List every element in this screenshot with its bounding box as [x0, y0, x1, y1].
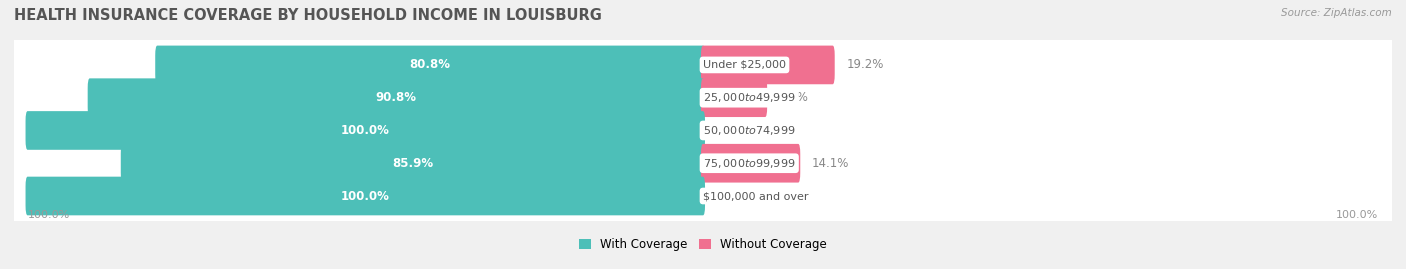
Text: 0.0%: 0.0% — [717, 124, 747, 137]
FancyBboxPatch shape — [702, 45, 835, 84]
FancyBboxPatch shape — [11, 168, 1395, 224]
Text: 90.8%: 90.8% — [375, 91, 416, 104]
Text: 0.0%: 0.0% — [717, 189, 747, 203]
Text: 100.0%: 100.0% — [1336, 210, 1378, 220]
FancyBboxPatch shape — [25, 177, 704, 215]
FancyBboxPatch shape — [11, 70, 1395, 125]
Text: $100,000 and over: $100,000 and over — [703, 191, 808, 201]
FancyBboxPatch shape — [25, 111, 704, 150]
Text: $25,000 to $49,999: $25,000 to $49,999 — [703, 91, 796, 104]
FancyBboxPatch shape — [87, 78, 704, 117]
Text: 100.0%: 100.0% — [340, 124, 389, 137]
Text: $50,000 to $74,999: $50,000 to $74,999 — [703, 124, 796, 137]
FancyBboxPatch shape — [11, 103, 1395, 158]
Text: 80.8%: 80.8% — [409, 58, 451, 72]
Legend: With Coverage, Without Coverage: With Coverage, Without Coverage — [575, 234, 831, 254]
Text: 100.0%: 100.0% — [28, 210, 70, 220]
Text: $75,000 to $99,999: $75,000 to $99,999 — [703, 157, 796, 170]
Text: Under $25,000: Under $25,000 — [703, 60, 786, 70]
FancyBboxPatch shape — [702, 144, 800, 183]
Text: 9.2%: 9.2% — [779, 91, 808, 104]
Text: 100.0%: 100.0% — [340, 189, 389, 203]
FancyBboxPatch shape — [11, 136, 1395, 191]
Text: HEALTH INSURANCE COVERAGE BY HOUSEHOLD INCOME IN LOUISBURG: HEALTH INSURANCE COVERAGE BY HOUSEHOLD I… — [14, 8, 602, 23]
FancyBboxPatch shape — [155, 45, 704, 84]
FancyBboxPatch shape — [121, 144, 704, 183]
FancyBboxPatch shape — [11, 37, 1395, 93]
Text: 85.9%: 85.9% — [392, 157, 433, 170]
FancyBboxPatch shape — [702, 78, 768, 117]
Text: 19.2%: 19.2% — [846, 58, 883, 72]
Text: Source: ZipAtlas.com: Source: ZipAtlas.com — [1281, 8, 1392, 18]
Text: 14.1%: 14.1% — [811, 157, 849, 170]
